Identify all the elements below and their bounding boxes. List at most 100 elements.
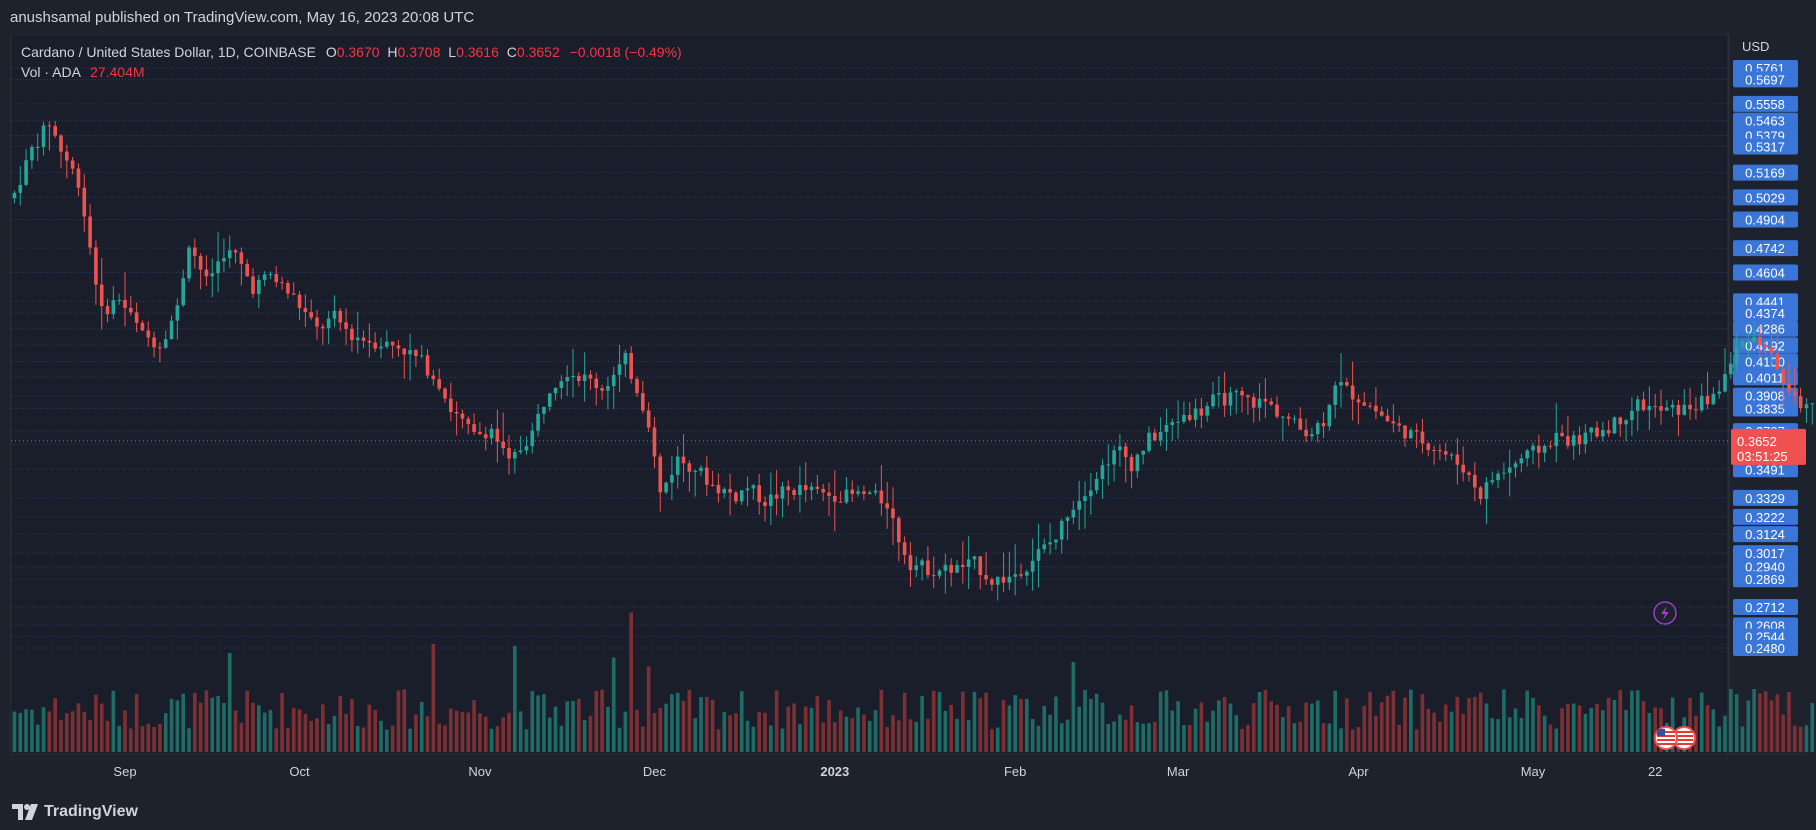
candle-body[interactable] [763,502,767,506]
candle-body[interactable] [1630,410,1634,421]
candle-body[interactable] [1758,337,1762,345]
candle-body[interactable] [1467,472,1471,475]
candle-body[interactable] [1583,432,1588,445]
candle-body[interactable] [955,564,959,573]
candle-body[interactable] [850,489,855,494]
candle-body[interactable] [844,489,849,503]
candle-body[interactable] [291,293,296,295]
candle-body[interactable] [1635,399,1640,411]
candle-body[interactable] [530,430,535,447]
candle-body[interactable] [1571,435,1576,446]
candle-body[interactable] [431,375,436,380]
candle-body[interactable] [995,576,1000,585]
candle-body[interactable] [204,269,209,277]
candle-body[interactable] [47,125,52,127]
candle-body[interactable] [1327,404,1332,427]
candle-body[interactable] [1007,576,1012,583]
tradingview-logo[interactable]: TradingView [12,802,138,822]
candle-body[interactable] [757,485,761,503]
candle-body[interactable] [1129,457,1134,472]
candle-body[interactable] [460,413,465,419]
candle-body[interactable] [862,491,866,495]
candle-body[interactable] [338,310,343,323]
candle-body[interactable] [513,452,517,459]
candle-body[interactable] [1461,464,1465,473]
candle-body[interactable] [710,484,715,486]
candle-body[interactable] [18,184,23,193]
candle-body[interactable] [1694,409,1698,411]
candle-body[interactable] [1222,393,1227,406]
candle-body[interactable] [245,263,249,277]
candle-body[interactable] [222,258,226,262]
candle-body[interactable] [227,250,232,259]
candle-body[interactable] [542,406,546,414]
candle-body[interactable] [1071,509,1076,518]
candle-body[interactable] [803,485,808,491]
candle-body[interactable] [169,320,174,340]
candle-body[interactable] [1083,496,1087,501]
candle-body[interactable] [1193,408,1198,420]
candle-body[interactable] [827,492,831,496]
candle-body[interactable] [751,485,756,489]
candle-body[interactable] [1048,542,1052,545]
candle-body[interactable] [350,328,354,341]
candle-body[interactable] [1409,430,1413,439]
candle-body[interactable] [1414,430,1419,432]
candle-body[interactable] [571,375,575,378]
candle-body[interactable] [670,474,674,483]
candle-body[interactable] [1205,406,1209,416]
candle-body[interactable] [268,274,273,276]
candle-body[interactable] [1025,571,1029,576]
candle-body[interactable] [30,147,34,161]
candle-body[interactable] [1147,432,1151,451]
candle-body[interactable] [1112,450,1116,465]
candle-body[interactable] [774,494,779,499]
candle-body[interactable] [1059,520,1064,540]
candle-body[interactable] [518,450,523,453]
candle-body[interactable] [1659,406,1663,411]
candle-body[interactable] [990,579,994,585]
candle-body[interactable] [443,388,447,399]
candle-body[interactable] [414,350,418,357]
candle-body[interactable] [833,495,837,502]
candle-body[interactable] [373,342,377,349]
candle-body[interactable] [722,488,727,494]
candle-body[interactable] [1641,399,1646,411]
candle-body[interactable] [728,488,732,493]
candle-body[interactable] [175,305,180,321]
candle-body[interactable] [1100,465,1105,479]
candle-body[interactable] [600,388,604,391]
candle-body[interactable] [478,431,482,435]
candle-body[interactable] [1793,391,1797,397]
candle-body[interactable] [1798,396,1803,409]
candle-body[interactable] [111,300,116,315]
candle-body[interactable] [385,341,389,347]
candle-body[interactable] [1199,408,1204,416]
candle-body[interactable] [1153,432,1157,441]
candle-body[interactable] [1158,431,1163,441]
candle-body[interactable] [1333,385,1337,405]
candle-body[interactable] [623,352,628,365]
candle-body[interactable] [1519,458,1524,464]
candlestick-chart[interactable]: USD0.57610.56970.55580.54630.53790.53170… [0,34,1816,794]
candle-body[interactable] [1537,445,1541,453]
candle-body[interactable] [1589,427,1593,433]
candle-body[interactable] [1374,405,1378,412]
candle-body[interactable] [1647,406,1652,411]
candle-body[interactable] [1653,406,1657,408]
chart-area[interactable]: USD 0.5761 0.5697 0.5558 0.5463 0.5379 0.5317 0… [0,34,1816,794]
candle-body[interactable] [1350,385,1355,400]
candle-body[interactable] [1705,396,1710,405]
candle-body[interactable] [1746,341,1751,343]
candle-body[interactable] [501,441,505,449]
candle-body[interactable] [1379,411,1384,416]
candle-body[interactable] [705,467,709,485]
candle-body[interactable] [1234,391,1239,393]
candle-body[interactable] [1676,405,1681,415]
candle-body[interactable] [856,491,860,494]
plot-area[interactable] [10,34,1729,755]
candle-body[interactable] [1624,420,1628,425]
candle-body[interactable] [1286,416,1291,419]
candle-body[interactable] [1542,445,1547,453]
candle-body[interactable] [390,341,395,346]
